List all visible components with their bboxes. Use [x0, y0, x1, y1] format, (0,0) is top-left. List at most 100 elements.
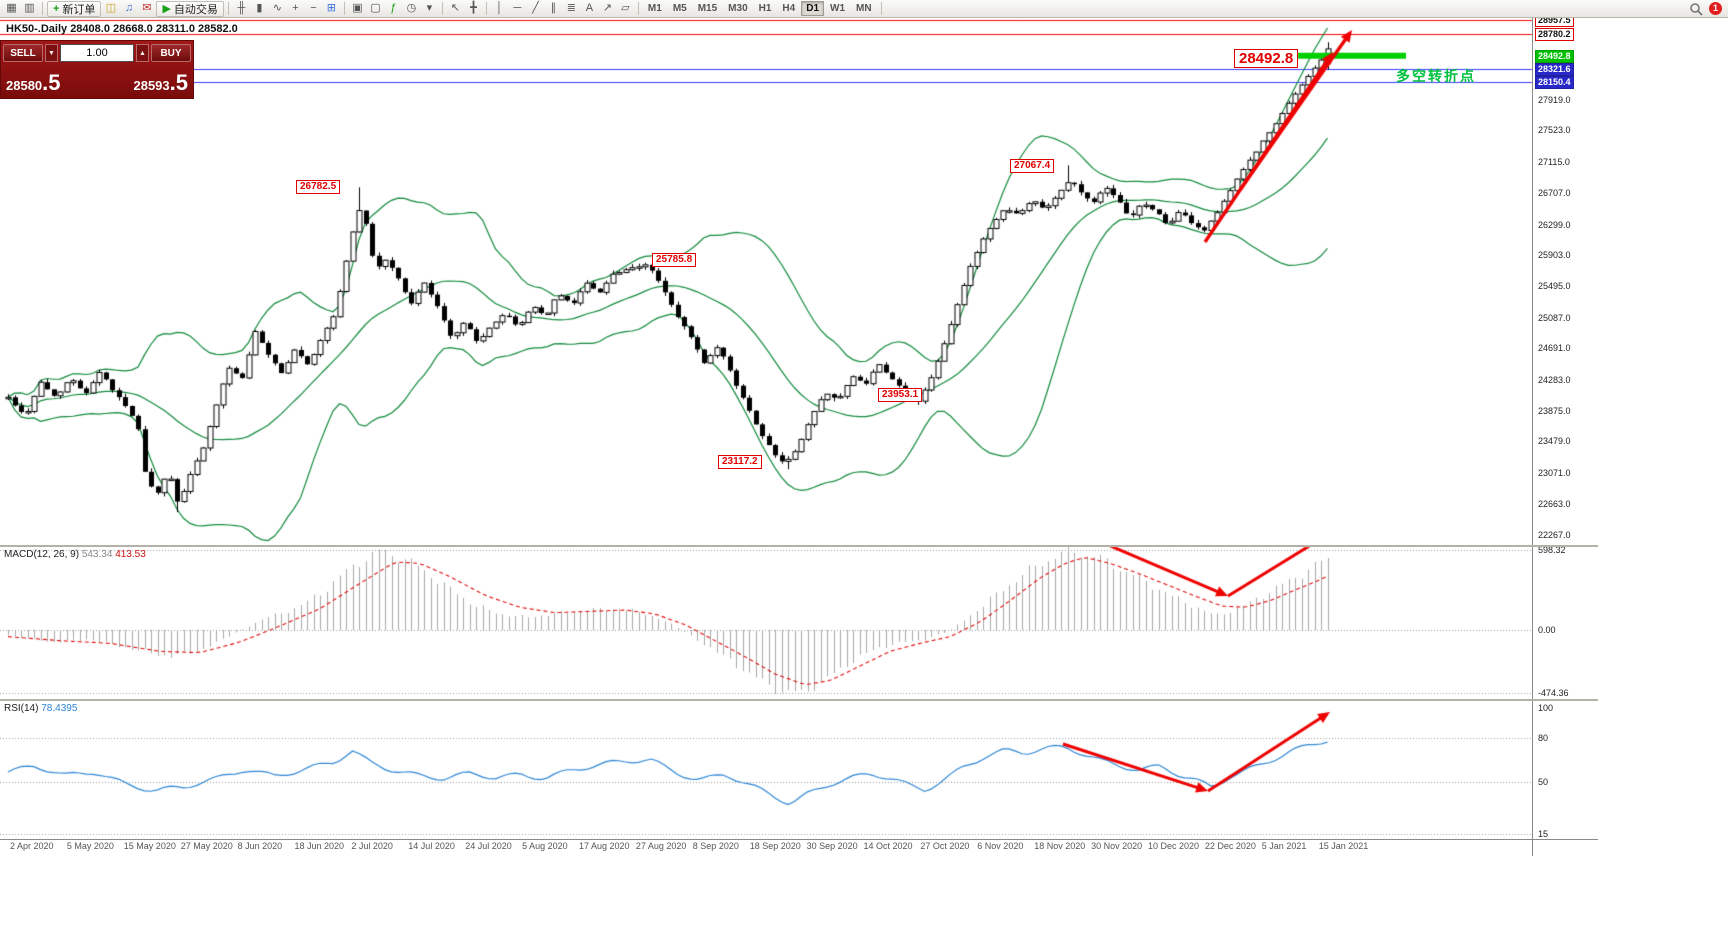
- timeframe-h1[interactable]: H1: [754, 1, 777, 16]
- price-axis-tick: 24691.0: [1538, 343, 1571, 354]
- mailbox-icon[interactable]: ✉: [142, 2, 152, 14]
- macd-value-main: 543.34: [81, 549, 113, 560]
- price-callout[interactable]: 25785.8: [652, 253, 697, 267]
- new-order-button[interactable]: + 新订单: [47, 0, 102, 17]
- chevron-down-icon: ▼: [48, 49, 55, 57]
- notification-badge[interactable]: 1: [1709, 2, 1722, 15]
- zoom-in-icon[interactable]: +: [292, 2, 299, 14]
- line-chart-icon[interactable]: ∿: [272, 2, 283, 14]
- time-axis-tick: 10 Dec 2020: [1148, 841, 1200, 851]
- sounds-icon[interactable]: ♫: [124, 2, 134, 14]
- rsi-axis-tick: 100: [1538, 703, 1554, 714]
- tile-windows-icon[interactable]: ⊞: [326, 2, 337, 14]
- rsi-axis-tick: 15: [1538, 829, 1549, 840]
- price-axis-tick: 23071.0: [1538, 467, 1571, 478]
- timeframe-m30[interactable]: M30: [723, 1, 752, 16]
- price-axis-border: [1532, 18, 1533, 856]
- price-callout[interactable]: 23953.1: [878, 388, 923, 402]
- crosshair-icon[interactable]: ╋: [470, 2, 477, 14]
- timeframe-d1[interactable]: D1: [801, 1, 825, 16]
- periods-icon[interactable]: ◷: [406, 2, 417, 14]
- trendline-icon[interactable]: ╱: [532, 2, 539, 14]
- panel-splitter-rsi[interactable]: [0, 699, 1598, 701]
- time-axis-tick: 8 Sep 2020: [692, 841, 739, 851]
- time-axis-tick: 5 May 2020: [66, 841, 114, 851]
- toolbar-separator: [227, 2, 229, 15]
- rsi-axis-tick: 80: [1538, 733, 1549, 743]
- timeframe-h4[interactable]: H4: [777, 1, 800, 16]
- sell-button[interactable]: SELL: [3, 44, 43, 62]
- cursor-icon[interactable]: ↖: [450, 2, 461, 14]
- profiles-icon[interactable]: ▥: [24, 2, 35, 14]
- new-chart-icon[interactable]: ▦: [6, 2, 17, 14]
- price-callout[interactable]: 28492.8: [1234, 49, 1299, 68]
- panel-splitter-macd[interactable]: [0, 545, 1598, 547]
- time-axis-border: [0, 839, 1598, 840]
- vertical-line-icon[interactable]: │: [495, 2, 503, 14]
- bar-chart-icon[interactable]: ╫: [237, 2, 246, 14]
- price-callout[interactable]: 27067.4: [1010, 159, 1055, 173]
- volume-down-button[interactable]: ▼: [45, 44, 58, 62]
- price-callout[interactable]: 23117.2: [718, 455, 762, 469]
- horizontal-line-icon[interactable]: ─: [513, 2, 522, 14]
- autotrading-button[interactable]: ▶ 自动交易: [156, 0, 224, 17]
- trend-note[interactable]: 多空转折点: [1396, 68, 1476, 84]
- sell-price-fraction: .5: [42, 70, 61, 95]
- macd-name: MACD(12, 26, 9): [4, 549, 80, 560]
- channel-icon[interactable]: ∥: [550, 2, 557, 14]
- buy-price-fraction: .5: [169, 70, 188, 95]
- one-click-trading-widget: SELL ▼ ▲ BUY 28580.5 28593.5: [0, 40, 194, 99]
- time-axis-tick: 18 Jun 2020: [294, 841, 345, 851]
- candlestick-chart-icon[interactable]: ▮: [256, 2, 263, 14]
- fibonacci-icon[interactable]: ≣: [566, 2, 577, 14]
- price-axis-tick: 25903.0: [1538, 249, 1571, 260]
- text-icon[interactable]: A: [585, 2, 594, 14]
- volume-up-button[interactable]: ▲: [136, 44, 149, 62]
- price-axis-tick: 27523.0: [1538, 125, 1571, 136]
- arrows-tool-icon[interactable]: ↗: [602, 2, 613, 14]
- time-axis-tick: 15 Jan 2021: [1318, 841, 1369, 851]
- cascade-icon[interactable]: ▢: [370, 2, 381, 14]
- toolbar-separator: [637, 2, 639, 15]
- timeframe-w1[interactable]: W1: [825, 1, 850, 16]
- price-axis[interactable]: 27919.0 27523.0 27115.0 26707.0 26299.0 25903…: [1533, 0, 1603, 856]
- rsi-label: RSI(14) 78.4395: [4, 703, 77, 714]
- buy-button[interactable]: BUY: [151, 44, 191, 62]
- rsi-axis-tick: 50: [1538, 777, 1549, 788]
- indicators-icon[interactable]: ƒ: [390, 2, 397, 14]
- price-axis-tick: 26299.0: [1538, 219, 1571, 230]
- timeframe-m15[interactable]: M15: [693, 1, 722, 16]
- price-axis-tick: 25495.0: [1538, 281, 1571, 292]
- price-callout[interactable]: 26782.5: [296, 180, 341, 194]
- timeframe-mn[interactable]: MN: [851, 1, 877, 16]
- time-axis-tick: 27 Aug 2020: [635, 841, 687, 851]
- shapes-icon[interactable]: ▱: [621, 2, 630, 14]
- rsi-name: RSI(14): [4, 703, 39, 714]
- chart-canvas[interactable]: [0, 18, 1598, 856]
- play-icon: ▶: [162, 3, 171, 15]
- new-order-button-label: 新订单: [62, 3, 96, 16]
- timeframe-m5[interactable]: M5: [668, 1, 692, 16]
- price-axis-tick: 27115.0: [1538, 156, 1570, 167]
- timeframe-m1[interactable]: M1: [643, 1, 667, 16]
- one-click-prices: 28580.5 28593.5: [3, 63, 191, 96]
- time-axis-tick: 14 Oct 2020: [863, 841, 913, 851]
- buy-price[interactable]: 28593.5: [133, 70, 188, 96]
- time-axis-tick: 18 Nov 2020: [1034, 841, 1086, 851]
- volume-input[interactable]: [60, 44, 134, 62]
- zoom-out-icon[interactable]: −: [310, 2, 317, 14]
- time-axis-tick: 14 Jul 2020: [408, 841, 455, 851]
- price-axis-badge: 28780.2: [1535, 27, 1574, 41]
- price-axis-badge: 28321.6: [1535, 62, 1574, 76]
- toolbar-separator: [880, 2, 882, 15]
- chevron-up-icon: ▲: [139, 49, 146, 57]
- search-icon[interactable]: [1689, 2, 1703, 16]
- auto-arrange-icon[interactable]: ▣: [352, 2, 363, 14]
- time-axis-tick: 30 Sep 2020: [806, 841, 858, 851]
- time-axis[interactable]: 2 Apr 2020 5 May 2020 15 May 2020 27 May 20…: [0, 841, 1598, 855]
- time-axis-tick: 27 May 2020: [180, 841, 233, 851]
- price-axis-tick: 24283.0: [1538, 374, 1571, 385]
- history-center-icon[interactable]: ◫: [105, 2, 117, 14]
- sell-price[interactable]: 28580.5: [6, 70, 61, 96]
- templates-icon[interactable]: ▾: [426, 2, 433, 14]
